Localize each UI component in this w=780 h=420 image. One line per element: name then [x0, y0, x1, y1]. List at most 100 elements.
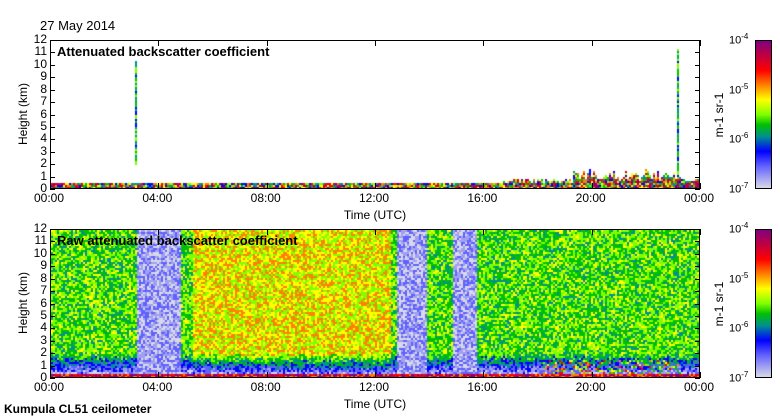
- x-tick: [266, 229, 268, 235]
- y-tick: [695, 378, 700, 379]
- y-tick: [50, 126, 55, 128]
- y-tick-label: 5: [40, 307, 47, 322]
- x-axis-label: Time (UTC): [343, 208, 407, 222]
- x-tick: [591, 40, 593, 46]
- y-tick: [695, 126, 700, 128]
- y-tick: [50, 303, 55, 305]
- x-tick: [375, 183, 376, 189]
- x-tick: [483, 40, 485, 46]
- y-tick: [50, 189, 55, 190]
- y-tick: [695, 64, 700, 66]
- y-tick: [50, 164, 55, 166]
- x-tick: [700, 372, 701, 378]
- y-tick: [50, 52, 55, 54]
- y-tick-label: 4: [40, 320, 47, 335]
- x-tick-label: 00:00: [34, 191, 65, 205]
- x-tick-label: 08:00: [250, 191, 281, 205]
- y-tick: [695, 52, 700, 54]
- x-tick-label: 12:00: [359, 380, 390, 394]
- y-tick: [50, 102, 55, 104]
- y-tick: [50, 278, 55, 280]
- y-tick: [695, 328, 700, 330]
- y-tick-label: 10: [33, 245, 47, 260]
- y-tick-label: 11: [34, 44, 47, 59]
- y-tick-label: 0: [40, 370, 47, 384]
- x-tick: [483, 372, 485, 378]
- x-tick-label: 08:00: [250, 380, 281, 394]
- y-tick: [695, 176, 700, 178]
- y-tick-label: 11: [34, 233, 47, 248]
- y-tick: [50, 176, 55, 178]
- colorbar-tick-label: 10-4: [729, 32, 749, 47]
- y-tick-label: 7: [40, 283, 47, 298]
- y-tick: [50, 40, 55, 41]
- y-tick: [695, 164, 700, 166]
- x-tick: [700, 40, 701, 46]
- colorbar-label: m-1 sr-1: [712, 281, 726, 327]
- y-tick-label: 5: [40, 118, 47, 133]
- y-tick: [695, 353, 700, 355]
- y-tick: [50, 315, 55, 317]
- x-tick-label: 16:00: [467, 191, 498, 205]
- y-tick: [50, 291, 55, 293]
- y-tick-label: 6: [40, 106, 47, 121]
- y-tick: [695, 189, 700, 190]
- y-tick: [50, 378, 55, 379]
- colorbar-tick-label: 10-7: [729, 370, 749, 385]
- y-tick-label: 12: [33, 32, 47, 46]
- x-tick-label: 04:00: [142, 191, 173, 205]
- y-tick: [695, 114, 700, 116]
- y-tick: [50, 266, 55, 268]
- x-tick: [591, 229, 593, 235]
- y-tick: [50, 139, 55, 141]
- y-tick: [695, 291, 700, 293]
- y-tick: [695, 151, 700, 153]
- y-tick-label: 6: [40, 295, 47, 310]
- y-tick: [50, 340, 55, 342]
- y-axis-label: Height (km): [16, 272, 30, 335]
- x-tick: [266, 372, 268, 378]
- y-tick-label: 12: [33, 221, 47, 235]
- colorbar-tick-label: 10-5: [729, 81, 749, 97]
- x-tick: [591, 183, 593, 189]
- x-tick-label: 12:00: [359, 191, 390, 205]
- y-tick: [695, 77, 700, 79]
- x-tick-label: 00:00: [34, 380, 65, 394]
- colorbar-label: m-1 sr-1: [712, 92, 726, 138]
- y-tick: [695, 340, 700, 342]
- y-tick: [695, 241, 700, 243]
- panel-title: Raw attenuated backscatter coefficient: [57, 233, 298, 248]
- y-tick: [695, 303, 700, 305]
- x-tick: [375, 40, 376, 46]
- x-tick: [158, 229, 160, 235]
- colorbar-tick-label: 10-5: [729, 270, 749, 286]
- x-tick-label: 20:00: [575, 380, 606, 394]
- y-tick: [50, 229, 55, 230]
- x-tick: [483, 229, 485, 235]
- y-tick: [695, 229, 700, 230]
- y-tick: [695, 40, 700, 41]
- y-tick: [695, 89, 700, 91]
- y-tick-label: 10: [33, 56, 47, 71]
- y-tick-label: 1: [40, 357, 47, 372]
- x-tick: [700, 183, 701, 189]
- x-tick-label: 20:00: [575, 191, 606, 205]
- x-tick: [700, 229, 701, 235]
- x-tick: [375, 372, 376, 378]
- y-tick: [50, 151, 55, 153]
- y-tick-label: 8: [40, 81, 47, 96]
- panel-title: Attenuated backscatter coefficient: [57, 44, 270, 59]
- y-tick-label: 8: [40, 270, 47, 285]
- date-label: 27 May 2014: [40, 18, 116, 33]
- y-tick-label: 4: [40, 131, 47, 146]
- y-axis-label: Height (km): [16, 83, 30, 146]
- y-tick: [695, 278, 700, 280]
- heatmap-1: [51, 41, 699, 188]
- y-tick-label: 1: [40, 168, 47, 183]
- y-tick: [695, 102, 700, 104]
- x-tick: [158, 40, 160, 46]
- x-tick: [158, 183, 160, 189]
- y-tick: [50, 77, 55, 79]
- colorbar-tick-label: 10-4: [729, 221, 749, 236]
- x-tick-label: 00:00: [684, 191, 715, 205]
